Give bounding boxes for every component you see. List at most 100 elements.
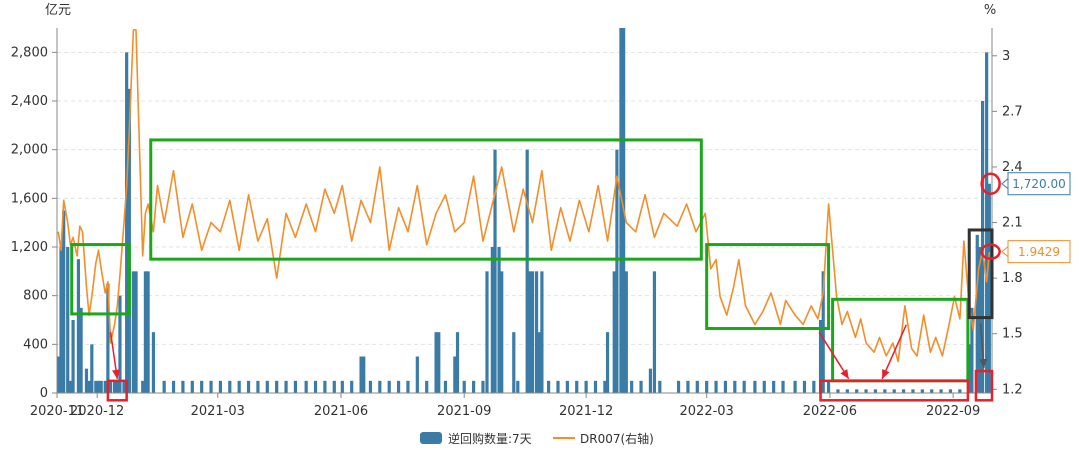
x-tick-label: 2021-12: [559, 404, 613, 419]
bar: [455, 332, 460, 393]
bar: [593, 380, 598, 393]
bar: [497, 247, 501, 393]
red-arrow: [881, 324, 907, 380]
x-tick-label: 2020-11: [30, 404, 84, 419]
bar: [68, 380, 72, 393]
bar: [812, 380, 816, 393]
bar: [350, 380, 354, 393]
bar: [340, 380, 344, 393]
bar: [143, 271, 148, 393]
bar: [151, 332, 156, 393]
bar: [118, 295, 122, 393]
bar: [883, 389, 887, 393]
bar: [228, 380, 232, 393]
bar: [284, 380, 288, 393]
bar: [218, 380, 223, 393]
right-axis-unit: %: [984, 3, 996, 18]
bar: [911, 389, 915, 393]
bar: [87, 380, 91, 393]
bar: [605, 332, 610, 393]
bar: [71, 320, 75, 393]
bar: [99, 380, 103, 393]
bar: [368, 380, 373, 393]
bar: [958, 389, 962, 393]
bar: [753, 380, 757, 393]
bar: [359, 356, 363, 393]
bar: [113, 380, 117, 393]
bar: [528, 271, 532, 393]
bar: [415, 356, 419, 393]
left-tick-label: 0: [40, 386, 48, 401]
bar: [556, 380, 560, 393]
bar: [237, 380, 241, 393]
value-badge-pointer: [1001, 177, 1009, 190]
bar: [79, 307, 83, 393]
bar: [639, 380, 643, 393]
green-highlight-box: [705, 243, 831, 331]
bar: [387, 380, 391, 393]
bar: [695, 380, 699, 393]
bar: [705, 380, 709, 393]
bar: [84, 368, 89, 393]
legend: 逆回购数量:7天 DR007(右轴): [420, 431, 654, 446]
bar: [190, 380, 194, 393]
bar: [939, 389, 943, 393]
bar: [985, 52, 989, 393]
bar: [733, 380, 737, 393]
bar: [103, 380, 107, 393]
red-arrow-head: [840, 369, 849, 379]
bar: [425, 380, 429, 393]
right-tick-label: 1.8: [1002, 271, 1023, 286]
bar: [615, 149, 619, 393]
bar: [901, 389, 906, 393]
bar: [485, 271, 489, 393]
x-tick-label: 2021-06: [314, 404, 368, 419]
bar: [920, 389, 924, 393]
bar: [821, 271, 825, 393]
bar: [134, 271, 138, 393]
x-tick-label: 2021-03: [191, 404, 245, 419]
left-tick-label: 400: [23, 337, 48, 352]
bar: [59, 247, 63, 393]
bar: [873, 389, 878, 393]
bar: [362, 356, 366, 393]
bar: [826, 380, 831, 393]
bar: [603, 380, 607, 393]
bar: [892, 389, 896, 393]
bar: [181, 380, 185, 393]
x-tick-label: 2021-09: [437, 404, 491, 419]
bar: [781, 380, 785, 393]
bar: [547, 380, 551, 393]
right-tick-label: 2.4: [1002, 160, 1023, 175]
bar: [94, 380, 98, 393]
x-tick-label: 2020-12: [70, 404, 124, 419]
bar: [575, 380, 579, 393]
bar: [453, 356, 457, 393]
legend-label: DR007(右轴): [580, 431, 654, 446]
red-arrow: [818, 331, 850, 380]
bar: [127, 88, 131, 393]
red-highlight-box: [106, 379, 128, 402]
legend-swatch-bar: [420, 432, 442, 444]
bar: [652, 271, 657, 393]
bar: [648, 368, 653, 393]
bar: [141, 380, 145, 393]
bar: [304, 380, 308, 393]
line-series: [57, 29, 991, 363]
bar: [76, 259, 81, 393]
bar: [481, 380, 485, 393]
bar: [490, 247, 494, 393]
bar: [512, 332, 516, 393]
bar: [565, 380, 569, 393]
right-tick-label: 2.1: [1002, 216, 1023, 231]
bar: [265, 380, 269, 393]
red-highlight-circle: [980, 172, 1001, 195]
bar: [162, 380, 166, 393]
bar: [323, 380, 327, 393]
legend-label: 逆回购数量:7天: [448, 431, 532, 446]
bar: [209, 380, 213, 393]
bar: [948, 389, 953, 393]
bar: [332, 380, 336, 393]
bar: [793, 380, 797, 393]
bar: [256, 380, 260, 393]
